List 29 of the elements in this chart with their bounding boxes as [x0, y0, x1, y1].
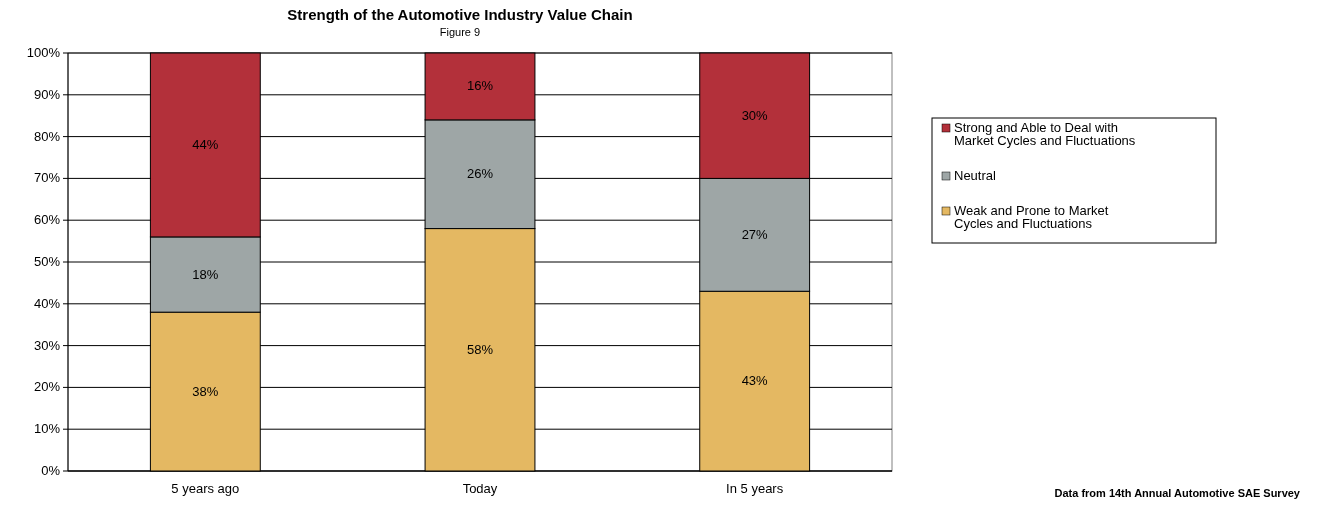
data-label: 18% [192, 266, 219, 282]
y-tick-label: 50% [33, 254, 61, 269]
y-tick-label: 10% [33, 421, 61, 437]
y-tick-label: 0% [41, 463, 61, 478]
data-label: 30% [741, 107, 769, 123]
x-tick-label: In 5 years [726, 481, 784, 496]
y-tick-label: 70% [33, 170, 61, 186]
text: Data from 14th Annual Automotive SAE Survey [1054, 487, 1301, 499]
y-tick-label: 80% [33, 128, 61, 144]
data-label: 58% [466, 341, 494, 357]
data-label: 38% [192, 383, 219, 399]
y-tick-label: 40% [33, 295, 61, 311]
y-tick-label: 100% [26, 45, 61, 60]
data-label: 43% [741, 373, 769, 389]
chart-subtitle: Figure 9 [439, 26, 481, 38]
x-tick-label: Today [462, 481, 498, 496]
data-label: 26% [466, 166, 494, 182]
y-tick-label: 90% [33, 86, 61, 102]
legend-label: Weak and Prone to Market Cycles and Fluctuations [954, 203, 1109, 231]
legend-label: Neutral [954, 168, 997, 183]
x-tick-label: 5 years ago [171, 481, 240, 496]
chart-title: Strength of the Automotive Industry Value Chain [287, 6, 633, 23]
y-tick-label: 30% [33, 337, 61, 353]
y-tick-label: 20% [33, 379, 61, 395]
data-label: 16% [466, 78, 494, 94]
data-label: 44% [192, 136, 219, 152]
data-label: 27% [741, 226, 769, 242]
legend-label: Strong and Able to Deal with Market Cycles and Fluctuations [954, 120, 1136, 148]
y-tick-label: 60% [33, 212, 61, 228]
